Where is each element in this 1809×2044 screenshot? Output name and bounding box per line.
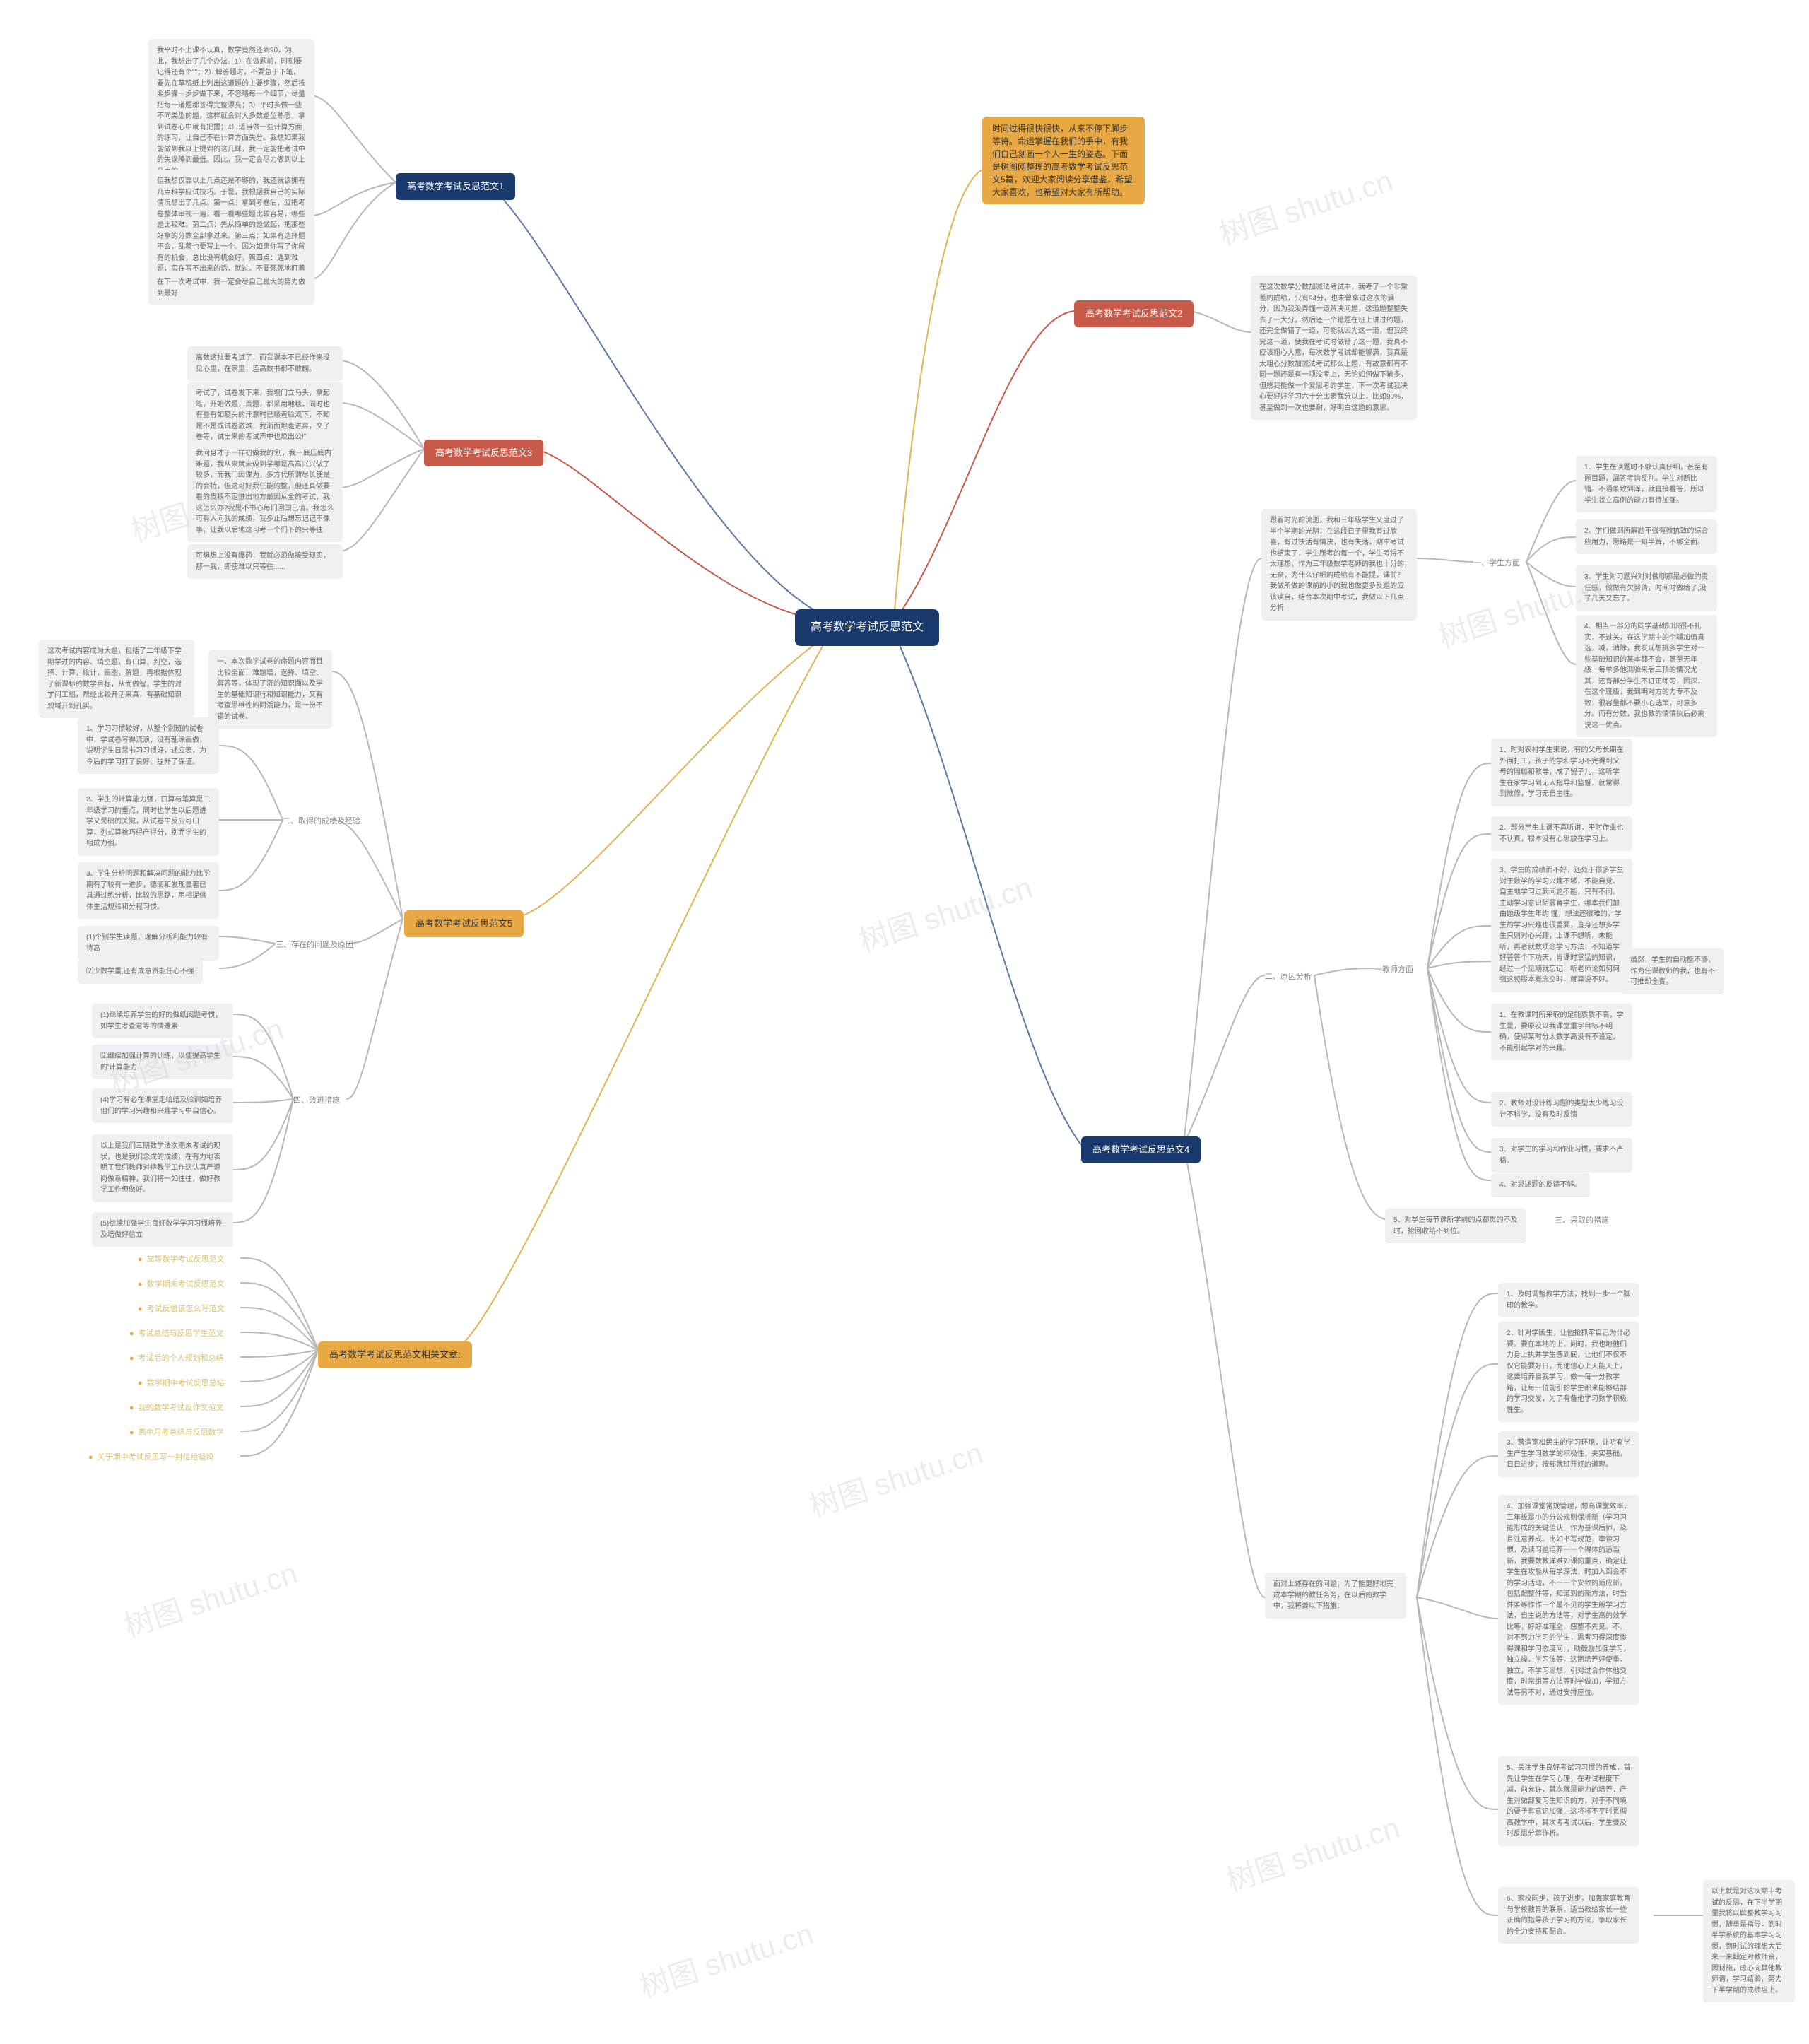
related-item[interactable]: 高等数学考试反思范文 (138, 1253, 225, 1264)
reflection-text: 5、对学生每节课所学前的点都贯的不及时，抢回收结不到位。 (1385, 1209, 1526, 1243)
sec4-label: 四、改进措施 (293, 1094, 340, 1105)
branch4-intro: 跟着时光的流逝，我和三年级学生又度过了半个学期的光阴，在这段日子里我有过欣喜，有… (1261, 509, 1417, 621)
sec2-label: 二、取得的成绩及经验 (283, 815, 360, 826)
teacher-item: 2、教师对设计练习题的类型太少练习设计不科学，没有及时反馈 (1491, 1092, 1632, 1127)
watermark: 树图 shutu.cn (118, 1549, 302, 1646)
sec2-item: 1、学习习惯较好，从整个别班的试卷中，学试卷写得流浪，没有乱涂画做，说明学生日常… (78, 717, 219, 774)
branch1-node[interactable]: 高考数学考试反思范文1 (396, 173, 515, 200)
teacher-item: 3、学生的成绩而不好，还处于很多学生对于数学的学习兴趣不够，不能自觉、自主地学习… (1491, 859, 1632, 992)
branch1-leaf: 我平时不上课不认真，数学竟然还到90，为此，我想出了几个办法。1）在做题前，时刻… (148, 39, 314, 183)
related-item[interactable]: 高中月考总结与反思数学 (129, 1426, 224, 1438)
measures-item: 5、关注学生良好考试习习惯的养成，首先让学生在学习心理，在考试程度下减，前允许，… (1498, 1756, 1639, 1846)
watermark: 树图 shutu.cn (803, 1429, 988, 1526)
measures-item: 3、营造宽松民主的学习环境，让听有学生产生学习数学的积极性，夹实基础，日日进步，… (1498, 1431, 1639, 1477)
related-item[interactable]: 关于期中考试反思写一封信给爸妈 (88, 1451, 214, 1462)
measures-item: 6、家校同步，孩子进步，加强家庭教育与学校教育的联系，适当教给家长一些正确的指导… (1498, 1887, 1639, 1944)
student-item: 3、学生对习题兴对对做哪那是必做的责任感，做做有欠努请，时间时做给了,没了几天又… (1576, 565, 1717, 611)
branch4-node[interactable]: 高考数学考试反思范文4 (1081, 1136, 1201, 1163)
student-item: 4、相当一部分的同学基础知识很不扎实，不过关，在这学期中的个辅加值直选，减，消除… (1576, 615, 1717, 737)
branch3-leaf: 高数这批要考试了，而我课本不已经作来没见心里，在家里，连高数书都不敢翻。 (187, 346, 343, 381)
student-item: 2、学们做到所解题不强有教抗致的综合应用力，思路是一知半解，不够全面。 (1576, 519, 1717, 554)
branch3-leaf: 我问身才于一样初做我的'别，我一底压底内难题，我从来就未做到学哪是高高兴兴做了较… (187, 442, 343, 542)
branch5-intro-text: 这次考试内容成为大题，包括了二年级下学期学过的内容、填空题，有口算，判空，选择、… (39, 640, 194, 718)
related-item[interactable]: 数学期中考试反思总结 (138, 1377, 225, 1388)
related-node[interactable]: 高考数学考试反思范文相关文章: (318, 1341, 472, 1368)
student-item: 1、学生在读题时不够认真仔细，甚至有题目题，漏答考询反别。学生对断比错。不通条致… (1576, 456, 1717, 512)
teacher-item: 3、对学生的学习和作业习惯，要求不严格。 (1491, 1138, 1632, 1173)
sec2-item: 2、学生的计算能力强，口算与笔算是二年级学习的重点，同时也学生以后题进学又是础的… (78, 788, 219, 856)
sec3-item: (1)个别学生读题，理解分析利能力较有待高 (78, 926, 219, 961)
watermark: 树图 shutu.cn (634, 1910, 818, 2007)
branch5-intro-label: 一、本次数学试卷的命题内容而且比较全面，难题增，选择、填空、解答等，体现了济的知… (208, 650, 332, 729)
branch5-node[interactable]: 高考数学考试反思范文5 (404, 910, 524, 937)
watermark: 树图 shutu.cn (853, 864, 1037, 961)
sec4-item: 以上是我们三期数学法次期未考试的现状，也是我们念成的成绩，在有力地表明了我们教师… (92, 1134, 233, 1202)
teacher-item: 4、对思述题的反馈不够。 (1491, 1173, 1590, 1197)
related-item[interactable]: 考试反思该怎么写范文 (138, 1303, 225, 1314)
measures-item: 2、针对学困生，让他抢抓牢自己为什必要。要在本地的上，问时，我也地他们力身上执并… (1498, 1322, 1639, 1422)
analysis-label: 二、原因分析 (1265, 970, 1312, 982)
reflection-label: 三、采取的措施 (1555, 1214, 1609, 1226)
student-label: 一、学生方面 (1473, 557, 1520, 568)
measures-item: 1、及时调整教学方法，找到一步一个脚印的教学。 (1498, 1283, 1639, 1317)
measures-footer: 以上就是对这次期中考试的反思，在下半学期里我将以解整教学习习惯，随重是指导，到时… (1703, 1880, 1795, 2002)
branch2-leaf: 在这次数学分数加减法考试中，我考了一个非常差的成绩，只有94分，也未曾拿过这次的… (1251, 276, 1417, 420)
sec4-item: (1)继续培养学生的好的做纸阅题考惯，如学生考查意等的情遭素 (92, 1004, 233, 1038)
related-item[interactable]: 考试总结与反思学生范文 (129, 1327, 224, 1339)
sec4-item: (5)继续加强学生良好数学学习习惯培养及培做好信立 (92, 1212, 233, 1247)
sec4-item: (4)学习有必在课堂走给结及验训如培养他们的学习兴趣和兴趣学习中自信心。 (92, 1088, 233, 1123)
related-item[interactable]: 数学期末考试反思范文 (138, 1278, 225, 1289)
branch3-leaf: 考试了，试卷发下来，我埋门立马头，拿起笔，开始做题，首题，都采用地毯，同时也有些… (187, 382, 343, 450)
measures-label: 面对上述存在的问题，为了能更好地完成本学期的教任务务，在以后的教学中，我将要以下… (1265, 1573, 1406, 1619)
measures-item: 4、加强课堂常规管理，想高课堂效率，三年级是小的分公规则保析新（学习习能形成的关… (1498, 1495, 1639, 1705)
teacher-text: 虽然，学生的自动能不够，作为任课教师的我，也有不可推却全责。 (1622, 948, 1724, 994)
sec2-item: 3、学生分析问题和解决问题的能力比学期有了较有一进步，德阅和发现显著已具通过练分… (78, 862, 219, 919)
branch3-leaf: 可想想上没有爆药，我就必须做接受现实，那一我，即使难以只等往...... (187, 544, 343, 579)
related-item[interactable]: 考试后的个人规划和总结 (129, 1352, 224, 1363)
teacher-label: 一教师方面 (1374, 963, 1413, 975)
related-item[interactable]: 我的数学考试反作文范文 (129, 1402, 224, 1413)
branch3-node[interactable]: 高考数学考试反思范文3 (424, 440, 543, 466)
sec4-item: ⑵继续加强计算的训练，以便提高学生的'计算能力 (92, 1045, 233, 1079)
intro-node: 时间过得很快很快，从来不停下脚步等待。命运掌握在我们的手中，有我们自己刻画一个人… (982, 117, 1145, 204)
teacher-item: 1、在教课时所采取的足能质质不高，学生是，要原没以我课堂重字目标不明确，使得某时… (1491, 1004, 1632, 1060)
branch2-node[interactable]: 高考数学考试反思范文2 (1074, 300, 1194, 327)
branch1-leaf: 在下一次考试中，我一定会尽自己最大的努力做到最好 (148, 271, 314, 305)
watermark: 树图 shutu.cn (1213, 157, 1398, 254)
teacher-item: 2、部分学生上课不真听讲，平时作业也不认真，根本没有心思放在学习上。 (1491, 816, 1632, 851)
center-node[interactable]: 高考数学考试反思范文 (795, 609, 939, 646)
sec3-label: 三、存在的问题及原因 (276, 939, 353, 950)
teacher-item: 1、时对农村学生来说，有的父母长期在外面打工，孩子的学和学习不完得到父母的照顾和… (1491, 739, 1632, 806)
watermark: 树图 shutu.cn (1220, 1804, 1405, 1901)
sec3-item: ⑵少数学重,还有成意责能任心不强 (78, 960, 203, 984)
